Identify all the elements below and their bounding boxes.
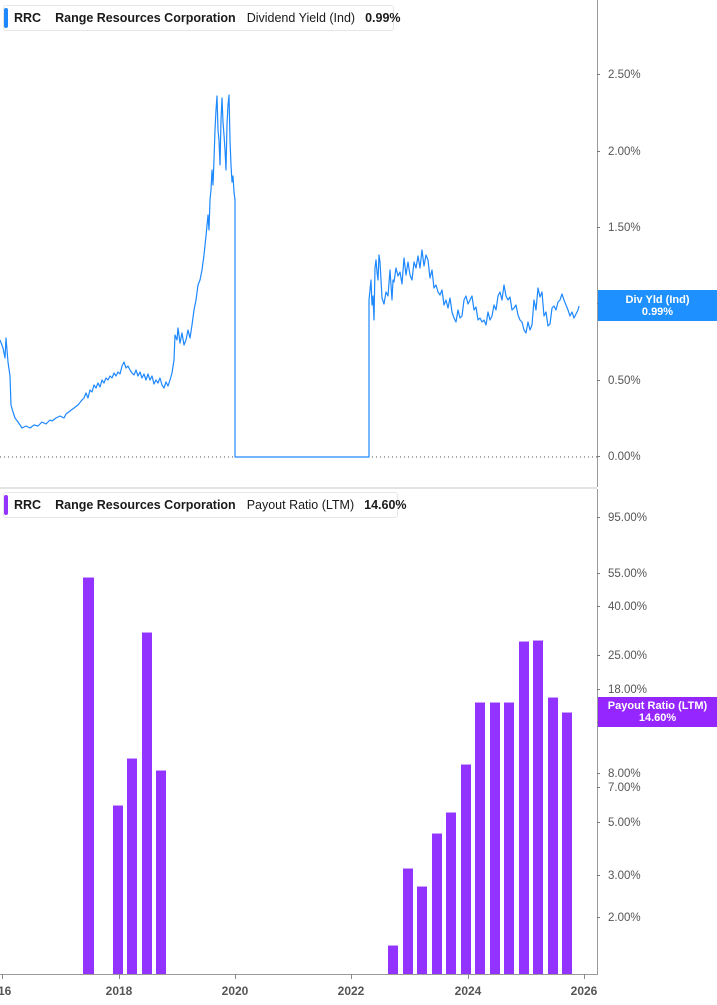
payout-bar[interactable]	[562, 712, 572, 974]
y-tick-label: 55.00%	[596, 568, 647, 580]
payout-bar[interactable]	[142, 632, 152, 974]
y-tick-label: 0.50%	[597, 375, 641, 387]
y-tick-label: 2.50%	[597, 69, 641, 81]
x-tick-label: 2026	[570, 984, 598, 998]
y-tick-label: 18.00%	[596, 684, 647, 696]
badge-value: 14.60%	[638, 712, 677, 724]
metric-name: Dividend Yield (Ind)	[246, 11, 356, 25]
company-name: Range Resources Corporation	[55, 498, 236, 512]
payout-bar[interactable]	[83, 577, 94, 974]
x-axis-line	[0, 974, 598, 975]
x-tick-label: 2016	[0, 984, 12, 998]
dividend-yield-value-badge: Div Yld (Ind) 0.99%	[598, 290, 717, 321]
payout-bar[interactable]	[490, 702, 500, 974]
y-tick-label: 1.50%	[597, 222, 641, 234]
payout-ratio-value-badge: Payout Ratio (LTM) 14.60%	[598, 697, 717, 727]
payout-bar[interactable]	[156, 770, 166, 974]
payout-bar[interactable]	[519, 641, 529, 974]
payout-bar[interactable]	[446, 812, 456, 974]
y-axis-line	[597, 0, 598, 487]
ticker: RRC	[14, 498, 42, 512]
payout-bar[interactable]	[388, 945, 398, 974]
x-tick	[235, 974, 236, 979]
payout-bar[interactable]	[533, 640, 543, 974]
payout-bar[interactable]	[461, 764, 471, 974]
x-tick-label: 2022	[337, 984, 365, 998]
x-tick	[468, 974, 469, 979]
y-tick-label: 40.00%	[596, 601, 647, 613]
y-tick-label: 0.00%	[597, 451, 641, 463]
badge-label: Div Yld (Ind)	[625, 293, 690, 306]
x-tick	[351, 974, 352, 979]
payout-bar[interactable]	[432, 833, 442, 974]
x-tick	[2, 974, 3, 979]
x-tick	[119, 974, 120, 979]
x-tick-label: 2024	[454, 984, 482, 998]
series-color-marker	[4, 8, 8, 28]
y-tick-label: 8.00%	[597, 768, 641, 780]
y-axis-line	[597, 489, 598, 975]
y-tick-label: 3.00%	[597, 870, 641, 882]
series-color-marker	[4, 495, 8, 515]
y-tick-label: 95.00%	[596, 512, 647, 524]
metric-value: 14.60%	[364, 498, 407, 512]
company-name: Range Resources Corporation	[55, 11, 236, 25]
y-tick-label: 25.00%	[596, 650, 647, 662]
dividend-yield-line	[0, 94, 580, 458]
y-tick-label: 2.00%	[597, 146, 641, 158]
badge-value: 0.99%	[641, 305, 674, 318]
metric-name: Payout Ratio (LTM)	[246, 498, 355, 512]
x-tick	[584, 974, 585, 979]
x-tick-label: 2020	[221, 984, 249, 998]
payout-bar[interactable]	[548, 697, 558, 974]
payout-bar[interactable]	[417, 886, 427, 974]
payout-ratio-legend[interactable]: RRC Range Resources Corporation Payout R…	[3, 492, 407, 518]
x-tick-label: 2018	[105, 984, 133, 998]
metric-value: 0.99%	[365, 11, 401, 25]
payout-bar[interactable]	[113, 805, 123, 974]
y-tick-label: 7.00%	[597, 782, 641, 794]
panel-divider[interactable]	[0, 487, 597, 489]
y-tick-label: 2.00%	[597, 912, 641, 924]
badge-label: Payout Ratio (LTM)	[607, 700, 708, 712]
dividend-yield-chart	[0, 94, 597, 458]
dividend-yield-legend[interactable]: RRC Range Resources Corporation Dividend…	[3, 5, 401, 31]
y-tick-label: 5.00%	[597, 817, 641, 829]
payout-bar[interactable]	[475, 702, 485, 974]
payout-bar[interactable]	[403, 868, 413, 974]
payout-bar[interactable]	[127, 758, 137, 974]
ticker: RRC	[14, 11, 42, 25]
payout-bar[interactable]	[504, 702, 514, 974]
